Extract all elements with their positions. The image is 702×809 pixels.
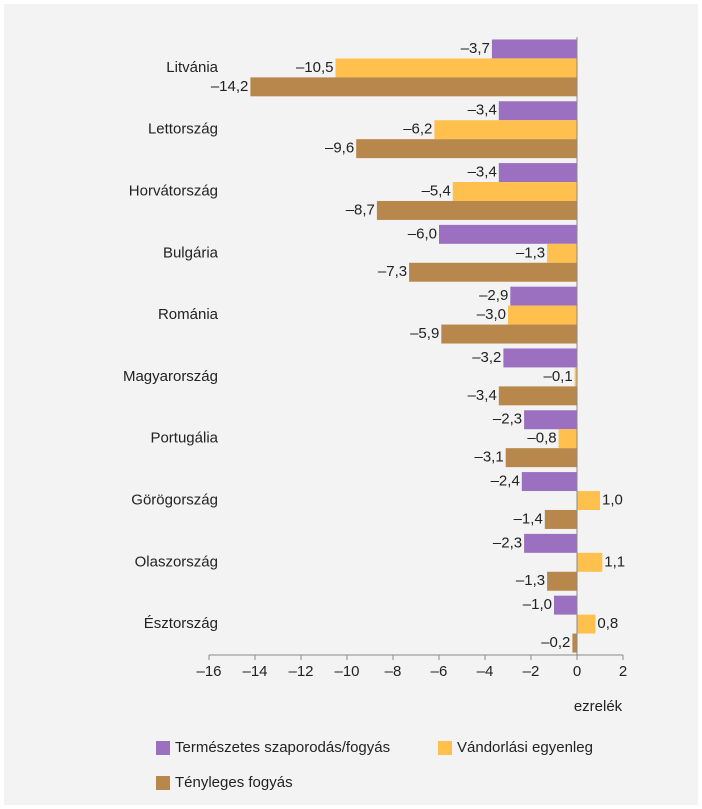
- data-label: –8,7: [346, 201, 375, 218]
- bar: [250, 77, 577, 97]
- data-label: –2,3: [493, 411, 522, 428]
- bar: [547, 571, 577, 591]
- bar: [498, 101, 577, 121]
- data-label: –3,4: [468, 102, 497, 119]
- y-tick-label: Görögország: [131, 491, 218, 508]
- bar: [544, 509, 577, 529]
- x-tick-label: –10: [334, 663, 359, 680]
- data-label: –3,0: [477, 306, 506, 323]
- bar: [409, 262, 577, 282]
- x-tick-label: –16: [196, 663, 221, 680]
- legend-swatch: [156, 776, 170, 790]
- x-tick-label: –14: [242, 663, 267, 680]
- x-axis-label: ezrelék: [574, 698, 623, 715]
- data-label: –2,9: [479, 287, 508, 304]
- data-label: 1,1: [604, 553, 625, 570]
- y-tick-label: Litvánia: [166, 59, 218, 76]
- legend-swatch: [156, 741, 170, 755]
- data-label: –1,0: [523, 596, 552, 613]
- data-label: –3,7: [461, 40, 490, 57]
- x-tick-label: –12: [288, 663, 313, 680]
- data-label: 1,0: [602, 491, 623, 508]
- data-label: –14,2: [211, 78, 249, 95]
- data-label: –5,9: [410, 325, 439, 342]
- data-label: –0,2: [541, 634, 570, 651]
- data-label: –0,8: [527, 430, 556, 447]
- legend-label: Természetes szaporodás/fogyás: [175, 739, 390, 756]
- data-label: –1,3: [516, 244, 545, 261]
- bar: [524, 533, 577, 553]
- y-tick-label: Horvátország: [129, 182, 218, 199]
- data-label: –5,4: [422, 182, 451, 199]
- data-label: –7,3: [378, 263, 407, 280]
- bar: [498, 386, 577, 406]
- bar: [574, 367, 577, 387]
- x-tick-label: 0: [573, 663, 581, 680]
- bar: [505, 448, 577, 468]
- bar: [376, 200, 577, 220]
- data-label: 0,8: [597, 615, 618, 632]
- data-label: –9,6: [325, 140, 354, 157]
- bar: [524, 410, 577, 430]
- y-tick-label: Magyarország: [123, 368, 218, 385]
- bar: [510, 286, 577, 306]
- bar: [441, 324, 577, 344]
- bar: [439, 224, 577, 244]
- data-label: –3,1: [474, 449, 503, 466]
- bar: [335, 58, 577, 78]
- data-label: –3,2: [472, 349, 501, 366]
- x-tick-label: 2: [619, 663, 627, 680]
- data-label: –3,4: [468, 164, 497, 181]
- bar: [508, 305, 577, 325]
- bar: [452, 182, 577, 201]
- x-tick-label: –6: [431, 663, 448, 680]
- y-tick-label: Bulgária: [163, 244, 219, 261]
- y-tick-label: Lettország: [148, 121, 218, 138]
- data-label: –2,4: [491, 473, 520, 490]
- bar: [577, 614, 596, 634]
- background: [4, 4, 698, 805]
- bar: [498, 163, 577, 183]
- data-label: –6,2: [403, 121, 432, 138]
- bar: [558, 429, 577, 449]
- x-tick-label: –8: [385, 663, 402, 680]
- data-label: –6,0: [408, 225, 437, 242]
- bar: [503, 348, 577, 368]
- bar: [572, 633, 577, 653]
- x-tick-label: –4: [477, 663, 494, 680]
- bar: [577, 552, 603, 572]
- data-label: –0,1: [543, 368, 572, 385]
- bar: [577, 491, 600, 510]
- legend-label: Vándorlási egyenleg: [457, 739, 593, 756]
- data-label: –10,5: [296, 59, 334, 76]
- data-label: –1,4: [514, 510, 543, 527]
- y-tick-label: Észtország: [144, 615, 218, 632]
- data-label: –1,3: [516, 572, 545, 589]
- x-tick-label: –2: [523, 663, 540, 680]
- bar: [554, 595, 577, 615]
- y-tick-label: Románia: [158, 306, 219, 323]
- y-tick-label: Olaszország: [135, 553, 218, 570]
- data-label: –3,4: [468, 387, 497, 404]
- bar: [547, 243, 577, 263]
- bar: [491, 39, 577, 59]
- legend-label: Tényleges fogyás: [175, 774, 293, 791]
- data-label: –2,3: [493, 534, 522, 551]
- bar: [521, 472, 577, 492]
- legend-swatch: [438, 741, 452, 755]
- y-tick-label: Portugália: [150, 430, 218, 447]
- bar: [356, 139, 577, 159]
- bar: [434, 120, 577, 140]
